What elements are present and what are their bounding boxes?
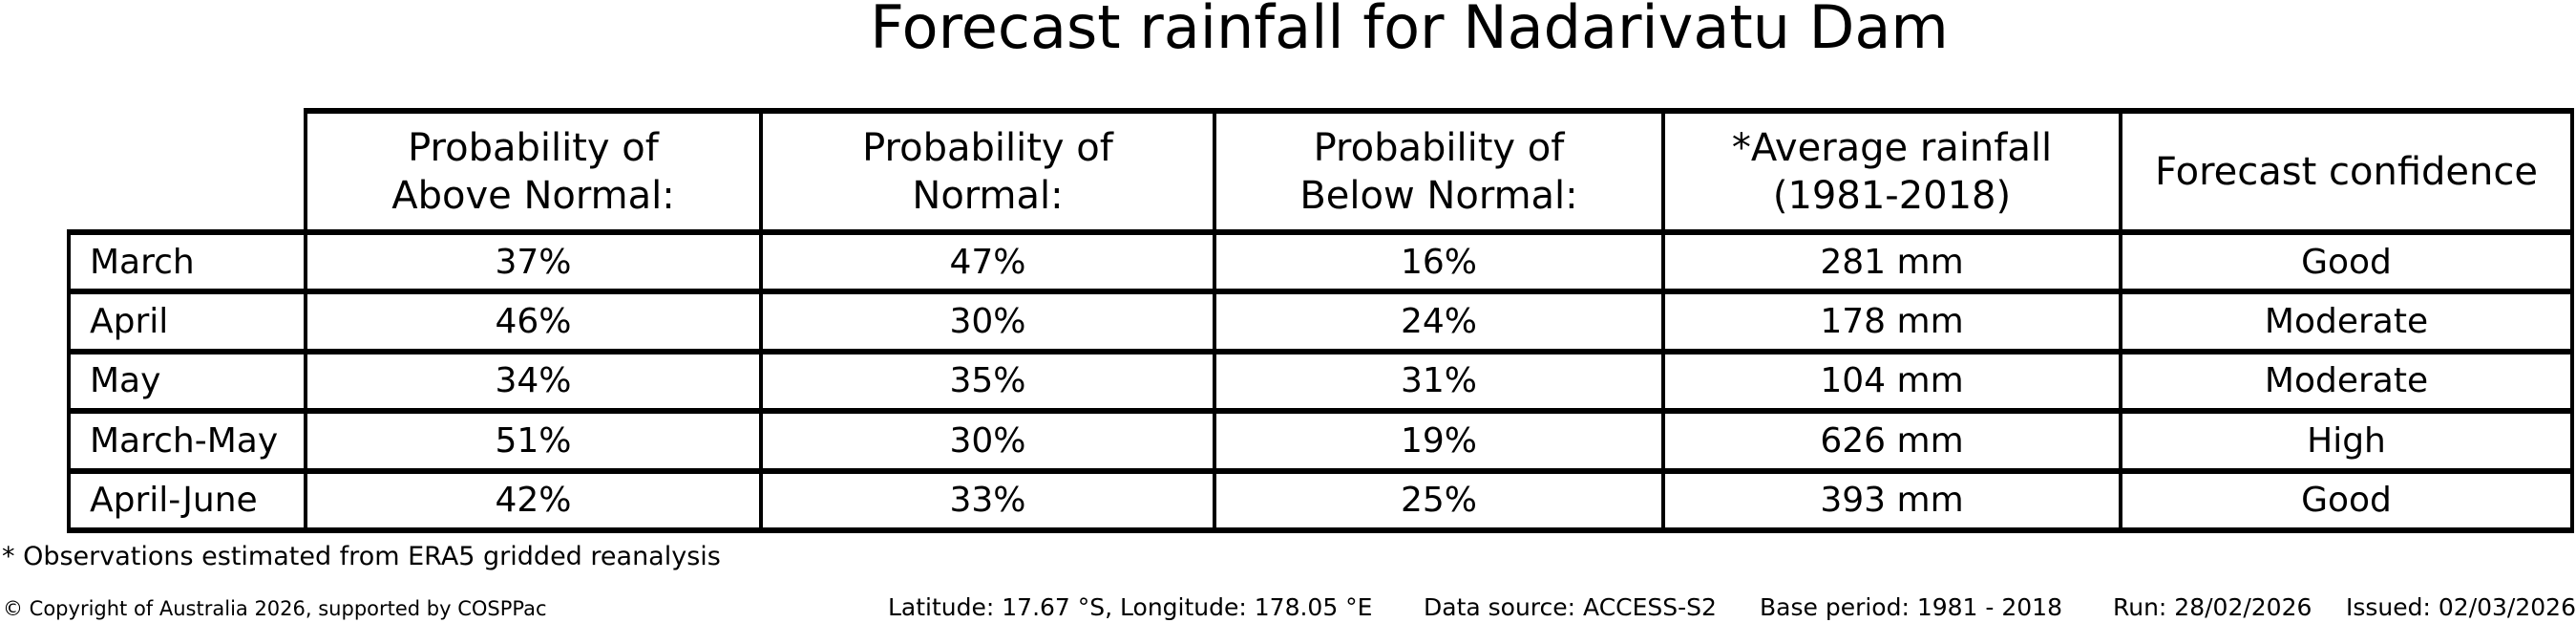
cell-above-normal: 34% xyxy=(304,348,763,415)
row-label: March xyxy=(67,228,307,295)
cell-normal: 33% xyxy=(759,467,1216,533)
cell-average-rainfall: 281 mm xyxy=(1661,228,2122,295)
header-row: Probability of Above Normal: Probability… xyxy=(69,108,2574,235)
cell-forecast-confidence: Good xyxy=(2119,467,2574,533)
cell-above-normal: 51% xyxy=(304,408,763,474)
data-source-label: Data source: ACCESS-S2 xyxy=(1424,593,1717,621)
cell-forecast-confidence: High xyxy=(2119,408,2574,474)
observations-footnote: * Observations estimated from ERA5 gridd… xyxy=(2,542,721,571)
page-title: Forecast rainfall for Nadarivatu Dam xyxy=(870,0,1949,62)
cell-forecast-confidence: Moderate xyxy=(2119,289,2574,354)
cell-above-normal: 46% xyxy=(304,289,763,354)
row-label: May xyxy=(67,348,307,415)
issued-date-label: Issued: 02/03/2026 xyxy=(2346,593,2576,621)
cell-normal: 47% xyxy=(759,228,1216,295)
copyright-notice: © Copyright of Australia 2026, supported… xyxy=(3,597,547,620)
table-header: Probability of Above Normal: Probability… xyxy=(69,108,2574,235)
cell-below-normal: 24% xyxy=(1213,289,1665,354)
cell-below-normal: 25% xyxy=(1213,467,1665,533)
col-header-normal: Probability of Normal: xyxy=(759,108,1216,235)
base-period-label: Base period: 1981 - 2018 xyxy=(1760,593,2062,621)
cell-below-normal: 16% xyxy=(1213,228,1665,295)
cell-normal: 30% xyxy=(759,408,1216,474)
row-label: March-May xyxy=(67,408,307,474)
cell-below-normal: 19% xyxy=(1213,408,1665,474)
cell-above-normal: 37% xyxy=(304,228,763,295)
col-header-above-normal: Probability of Above Normal: xyxy=(304,108,763,235)
table-body: March 37% 47% 16% 281 mm Good April 46% … xyxy=(67,228,2574,533)
cell-average-rainfall: 104 mm xyxy=(1661,348,2122,415)
cell-above-normal: 42% xyxy=(304,467,763,533)
cell-normal: 30% xyxy=(759,289,1216,354)
coordinates-label: Latitude: 17.67 °S, Longitude: 178.05 °E xyxy=(888,593,1373,621)
table-row-april-june: April-June 42% 33% 25% 393 mm Good xyxy=(67,467,2574,533)
cell-forecast-confidence: Moderate xyxy=(2119,348,2574,415)
row-label: April xyxy=(67,289,307,354)
cell-average-rainfall: 626 mm xyxy=(1661,408,2122,474)
row-label: April-June xyxy=(67,467,307,533)
table-row-may: May 34% 35% 31% 104 mm Moderate xyxy=(67,348,2574,415)
col-header-below-normal: Probability of Below Normal: xyxy=(1213,108,1665,235)
table-row-march-may: March-May 51% 30% 19% 626 mm High xyxy=(67,408,2574,474)
corner-spacer-cell xyxy=(69,111,306,232)
cell-below-normal: 31% xyxy=(1213,348,1665,415)
cell-forecast-confidence: Good xyxy=(2119,228,2574,295)
cell-average-rainfall: 393 mm xyxy=(1661,467,2122,533)
col-header-average-rainfall: *Average rainfall (1981-2018) xyxy=(1661,108,2122,235)
run-date-label: Run: 28/02/2026 xyxy=(2113,593,2312,621)
col-header-forecast-confidence: Forecast confidence xyxy=(2119,108,2574,235)
cell-normal: 35% xyxy=(759,348,1216,415)
forecast-table: Probability of Above Normal: Probability… xyxy=(67,108,2574,533)
table-row-march: March 37% 47% 16% 281 mm Good xyxy=(67,228,2574,295)
table-row-april: April 46% 30% 24% 178 mm Moderate xyxy=(67,289,2574,354)
cell-average-rainfall: 178 mm xyxy=(1661,289,2122,354)
